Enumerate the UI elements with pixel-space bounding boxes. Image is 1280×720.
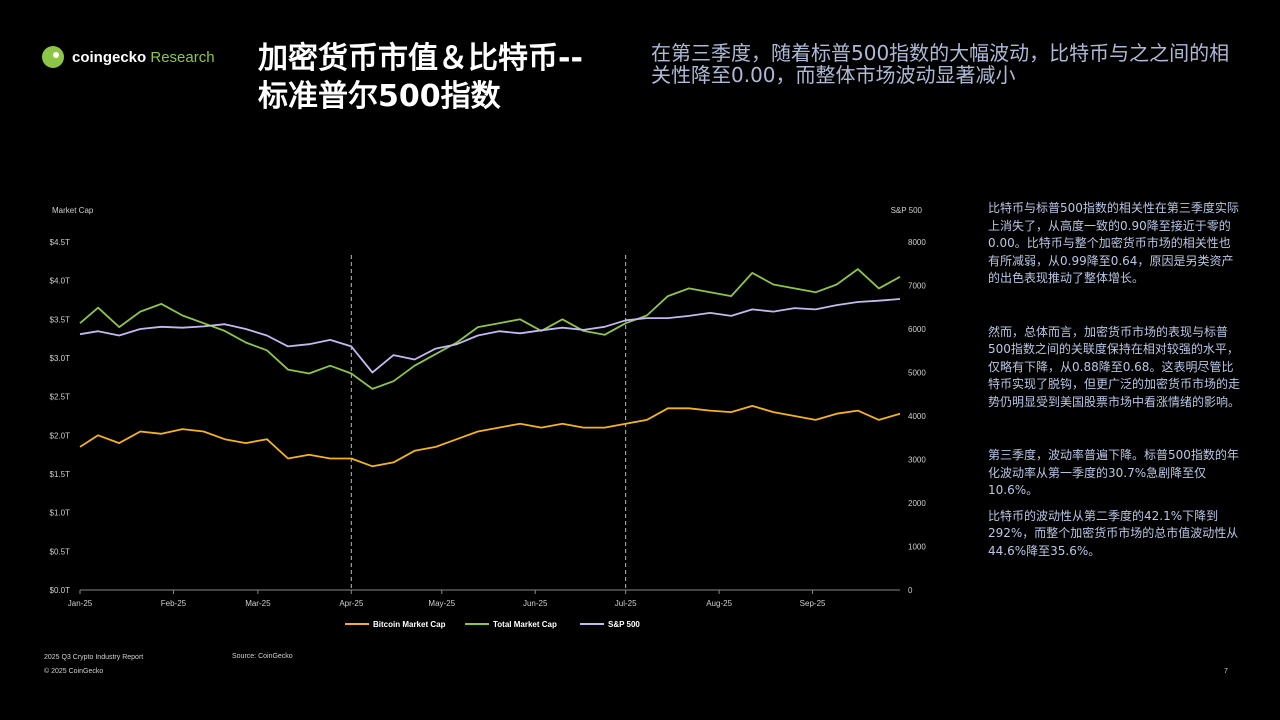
paragraph-sp500-linkage: 然而，总体而言，加密货币市场的表现与标普500指数之间的关联度保持在相对较强的水… bbox=[988, 324, 1241, 409]
y-left-tick-label: $4.5T bbox=[50, 238, 71, 247]
x-tick-label: Jun-25 bbox=[523, 599, 548, 608]
x-tick-label: Sep-25 bbox=[800, 599, 826, 608]
x-tick-label: Jul-25 bbox=[615, 599, 637, 608]
x-tick-label: May-25 bbox=[428, 599, 455, 608]
footer-report: 2025 Q3 Crypto Industry Report bbox=[44, 654, 144, 661]
footer-source: Source: CoinGecko bbox=[232, 653, 293, 660]
y-left-tick-label: $1.0T bbox=[50, 509, 71, 518]
y-right-tick-label: 2000 bbox=[908, 499, 926, 508]
y-right-tick-label: 4000 bbox=[908, 412, 926, 421]
sp500-line bbox=[79, 298, 901, 374]
y-right-tick-label: 7000 bbox=[908, 282, 926, 291]
bitcoin-market-cap-line bbox=[79, 404, 901, 468]
total-market-cap-line bbox=[79, 268, 901, 390]
x-tick-label: Apr-25 bbox=[339, 599, 364, 608]
y-left-tick-label: $0.0T bbox=[50, 586, 71, 595]
y-left-axis-label: Market Cap bbox=[52, 206, 94, 215]
title-line-2: 标准普尔500指数 bbox=[258, 79, 501, 114]
gecko-icon bbox=[42, 46, 64, 68]
market-cap-chart: Market Cap S&P 500 $0.0T $0.5T $1.0T $1.5T $2.… bbox=[50, 206, 927, 629]
x-tick-label: Feb-25 bbox=[161, 599, 187, 608]
footer-copyright: © 2025 CoinGecko bbox=[44, 668, 104, 675]
y-left-tick-label: $2.0T bbox=[50, 431, 71, 440]
page-title: 加密货币市值＆比特币-- 标准普尔500指数 bbox=[258, 40, 638, 116]
y-right-axis-label: S&P 500 bbox=[891, 206, 923, 215]
commentary: 比特币与标普500指数的相关性在第三季度实际上消失了，从高度一致的0.90降至接… bbox=[988, 200, 1242, 596]
x-tick-label: Mar-25 bbox=[245, 599, 271, 608]
y-right-tick-label: 5000 bbox=[908, 369, 926, 378]
legend-entry: Bitcoin Market Cap bbox=[373, 620, 446, 629]
title-line-1: 加密货币市值＆比特币-- bbox=[258, 41, 583, 76]
y-left-tick-label: $3.5T bbox=[50, 315, 71, 324]
y-left-tick-label: $0.5T bbox=[50, 547, 71, 556]
y-left-tick-label: $3.0T bbox=[50, 354, 71, 363]
y-left-tick-label: $4.0T bbox=[50, 277, 71, 286]
page-subtitle: 在第三季度，随着标普500指数的大幅波动，比特币与之之间的相关性降至0.00，而… bbox=[651, 41, 1230, 87]
paragraph-correlation: 比特币与标普500指数的相关性在第三季度实际上消失了，从高度一致的0.90降至接… bbox=[988, 201, 1239, 285]
brand-name: coingecko Research bbox=[72, 48, 215, 66]
paragraph-bitcoin-volatility: 比特币的波动性从第二季度的42.1%下降到292%，而整个加密货币市场的总市值波… bbox=[988, 508, 1239, 558]
brand-logo: coingecko Research bbox=[42, 46, 215, 68]
y-right-tick-label: 1000 bbox=[908, 543, 926, 552]
paragraph-volatility: 第三季度，波动率普遍下降。标普500指数的年化波动率从第一季度的30.7%急剧降… bbox=[988, 448, 1239, 497]
legend-entry: S&P 500 bbox=[608, 620, 640, 629]
x-tick-label: Jan-25 bbox=[68, 599, 93, 608]
y-right-tick-label: 6000 bbox=[908, 325, 926, 334]
y-left-tick-label: $1.5T bbox=[50, 470, 71, 479]
page-number: 7 bbox=[1224, 668, 1228, 675]
legend-entry: Total Market Cap bbox=[493, 620, 557, 629]
y-right-tick-label: 0 bbox=[908, 586, 913, 595]
y-left-tick-label: $2.5T bbox=[50, 393, 71, 402]
x-tick-label: Aug-25 bbox=[706, 599, 732, 608]
y-right-tick-label: 8000 bbox=[908, 238, 926, 247]
y-right-tick-label: 3000 bbox=[908, 456, 926, 465]
